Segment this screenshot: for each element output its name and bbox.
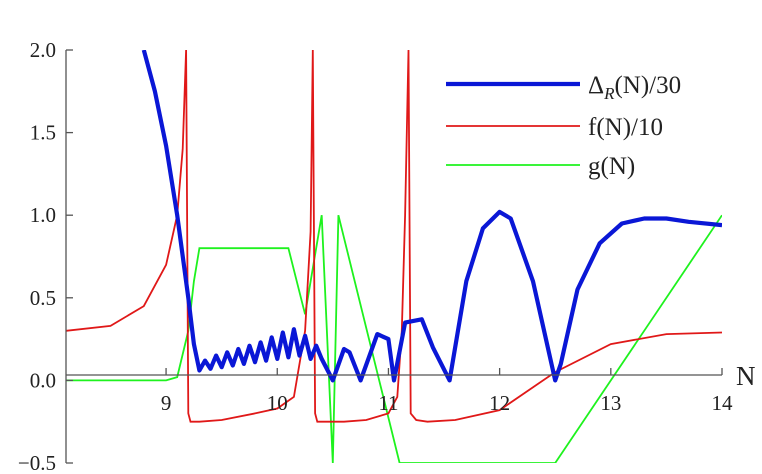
axes — [65, 50, 722, 463]
legend-label-delta: ΔR(N)/30 — [588, 72, 681, 103]
legend-item-delta: ΔR(N)/30 — [446, 72, 681, 103]
x-tick-label: 10 — [267, 391, 288, 415]
f-series-line — [66, 50, 722, 423]
legend-label-f: f(N)/10 — [588, 114, 663, 141]
legend: ΔR(N)/30 f(N)/10 g(N) — [446, 72, 681, 180]
y-tick-label: 1.0 — [30, 203, 56, 227]
x-axis-label: N — [736, 361, 756, 391]
plot-area — [66, 50, 722, 463]
y-tick-label: −0.5 — [18, 451, 56, 474]
x-tick-label: 9 — [161, 391, 172, 415]
y-tick-label: 0.5 — [30, 286, 56, 310]
x-tick-label: 12 — [489, 391, 510, 415]
x-tick-label: 14 — [712, 391, 734, 415]
x-tick-label: 13 — [600, 391, 621, 415]
y-tick-label: 1.5 — [30, 121, 56, 145]
legend-item-f: f(N)/10 — [446, 114, 663, 141]
g-series-line — [66, 214, 722, 463]
x-tick-label: 11 — [378, 391, 398, 415]
delta-series-line — [141, 50, 722, 383]
legend-item-g: g(N) — [446, 153, 635, 180]
y-tick-label: 2.0 — [30, 38, 56, 62]
legend-label-g: g(N) — [588, 153, 635, 180]
y-tick-label: 0.0 — [30, 368, 56, 392]
ticks: 9 10 11 12 13 14 −0.5 0.0 0.5 1.0 1.5 2.0 — [18, 38, 733, 474]
